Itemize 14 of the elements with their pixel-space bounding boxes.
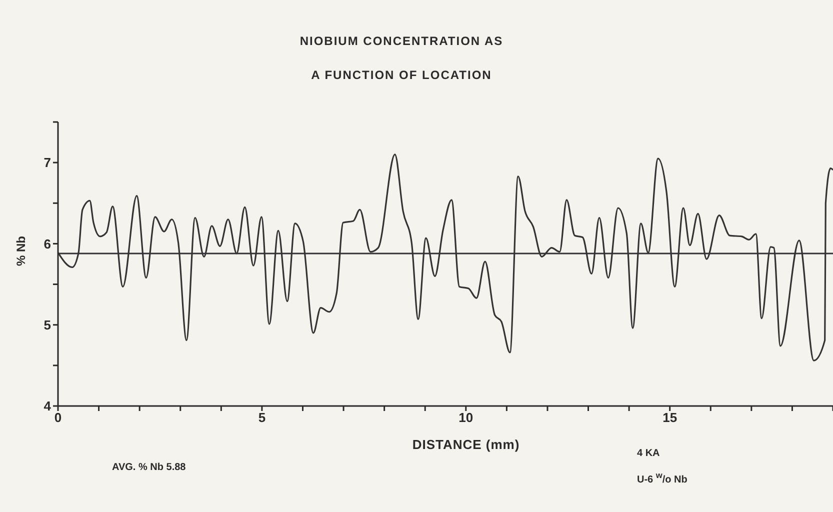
x-tick-label: 5 bbox=[258, 410, 266, 426]
x-tick-label: 15 bbox=[662, 410, 678, 426]
y-axis-title: % Nb bbox=[14, 236, 28, 266]
x-tick-label: 0 bbox=[54, 410, 62, 426]
text: AVG. % Nb 5.88 bbox=[112, 462, 186, 473]
y-tick-label: 7 bbox=[44, 155, 51, 170]
y-tick-label: 6 bbox=[44, 236, 51, 252]
y-tick-label: 4 bbox=[44, 398, 52, 414]
x-axis-title: DISTANCE (mm) bbox=[412, 437, 520, 452]
text: U-6 $^{w}$/o Nb bbox=[637, 470, 688, 486]
x-tick-label: 10 bbox=[458, 410, 474, 426]
chart-title: NIOBIUM CONCENTRATION AS A FUNCTION OF LOCATION bbox=[300, 34, 504, 82]
text: 4 KA bbox=[637, 448, 660, 459]
y-tick-label: 5 bbox=[44, 317, 51, 332]
